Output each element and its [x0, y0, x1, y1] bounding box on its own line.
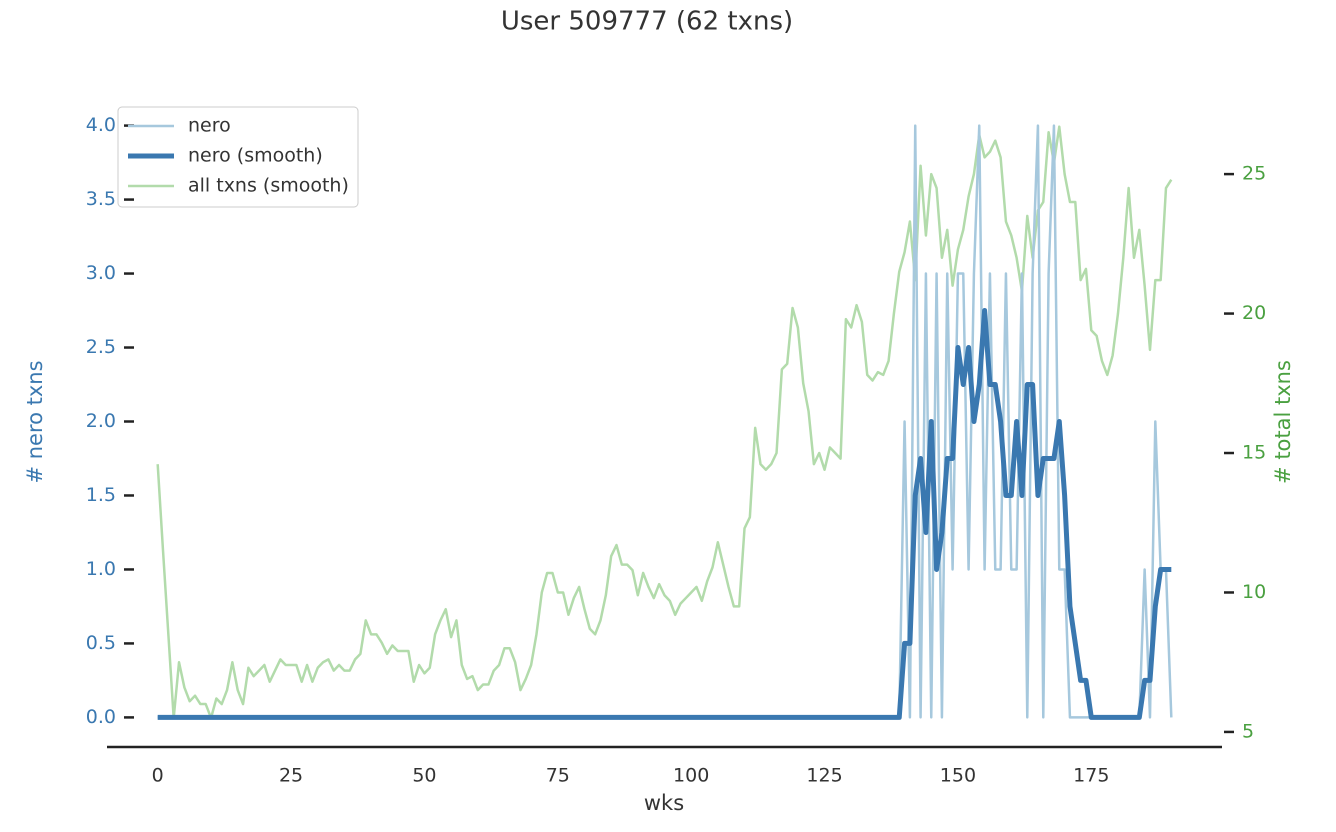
- y2-tick-label: 5: [1242, 720, 1254, 742]
- y2-tick-label: 25: [1242, 163, 1266, 185]
- x-tick-label: 100: [673, 765, 709, 787]
- y-tick-label: 1.5: [86, 484, 116, 506]
- x-tick-label: 0: [152, 765, 164, 787]
- x-axis-label: wks: [644, 791, 684, 815]
- legend-label: all txns (smooth): [188, 175, 349, 197]
- y-tick-label: 4.0: [86, 114, 116, 136]
- y-axis-label: # nero txns: [23, 360, 47, 483]
- y-tick-label: 0.5: [86, 632, 116, 654]
- x-tick-label: 175: [1073, 765, 1109, 787]
- y-tick-label: 3.5: [86, 188, 116, 210]
- y-tick-label: 3.0: [86, 262, 116, 284]
- x-tick-label: 25: [279, 765, 303, 787]
- series-line: [157, 308, 1172, 720]
- series-line: [156, 125, 1173, 720]
- x-tick-label: 150: [940, 765, 976, 787]
- legend-label: nero: [188, 115, 231, 137]
- y-tick-label: 2.5: [86, 336, 116, 358]
- y-tick-label: 2.0: [86, 410, 116, 432]
- y-tick-label: 1.0: [86, 558, 116, 580]
- chart-title: User 509777 (62 txns): [501, 7, 793, 37]
- legend-box: [117, 106, 359, 208]
- y2-axis-label: # total txns: [1271, 360, 1295, 484]
- y2-tick-label: 10: [1242, 581, 1266, 603]
- legend-label: nero (smooth): [188, 145, 323, 167]
- series-line: [157, 124, 1173, 719]
- x-tick-label: 125: [806, 765, 842, 787]
- y-tick-label: 0.0: [86, 706, 116, 728]
- y2-tick-label: 15: [1242, 442, 1266, 464]
- x-tick-label: 75: [546, 765, 570, 787]
- x-tick-label: 50: [412, 765, 436, 787]
- y2-tick-label: 20: [1242, 302, 1266, 324]
